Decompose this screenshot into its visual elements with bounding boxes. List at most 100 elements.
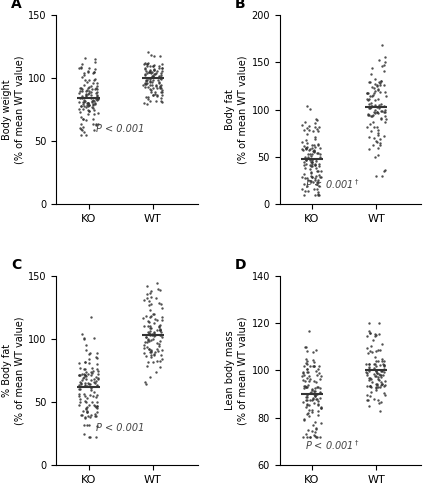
Point — [79, 116, 86, 124]
Point — [304, 176, 311, 184]
Point — [158, 332, 165, 340]
Point — [84, 408, 91, 416]
Point — [85, 84, 92, 92]
Point — [153, 294, 160, 302]
Point — [366, 347, 373, 355]
Point — [317, 388, 324, 396]
Point — [301, 174, 308, 182]
Point — [302, 144, 309, 152]
Point — [157, 326, 164, 334]
Point — [373, 80, 380, 88]
Point — [148, 350, 155, 358]
Point — [89, 69, 96, 77]
Point — [368, 64, 375, 72]
Point — [299, 120, 306, 128]
Point — [378, 108, 385, 116]
Point — [85, 350, 92, 358]
Point — [143, 312, 150, 320]
Point — [85, 99, 92, 107]
Point — [144, 358, 151, 366]
Point — [87, 386, 94, 394]
Point — [81, 358, 88, 366]
Point — [308, 172, 315, 180]
Point — [310, 362, 317, 370]
Point — [315, 401, 322, 409]
Point — [81, 72, 88, 80]
Point — [307, 362, 314, 370]
Point — [312, 176, 319, 184]
Point — [85, 108, 92, 116]
Point — [371, 396, 378, 404]
Point — [157, 82, 164, 90]
Point — [81, 334, 88, 342]
Point — [301, 416, 308, 424]
Point — [313, 125, 320, 133]
Point — [94, 88, 101, 96]
Point — [377, 100, 384, 108]
Point — [82, 130, 89, 138]
Point — [367, 382, 374, 390]
Point — [89, 102, 96, 110]
Point — [315, 190, 322, 198]
Point — [158, 313, 165, 321]
Point — [149, 358, 156, 366]
Point — [365, 362, 372, 370]
Point — [365, 145, 372, 153]
Point — [303, 174, 310, 182]
Point — [157, 88, 164, 96]
Point — [303, 393, 310, 401]
Point — [317, 384, 324, 392]
Point — [81, 414, 88, 422]
Point — [148, 330, 155, 338]
Point — [303, 347, 310, 355]
Point — [305, 368, 312, 376]
Point — [155, 78, 162, 86]
Point — [368, 83, 375, 91]
Point — [148, 336, 155, 344]
Point — [380, 167, 387, 175]
Point — [316, 369, 322, 377]
Point — [376, 142, 383, 150]
Point — [311, 387, 318, 395]
Point — [87, 92, 94, 100]
Point — [148, 348, 155, 356]
Point — [147, 290, 154, 298]
Point — [92, 403, 99, 411]
Point — [147, 96, 154, 104]
Point — [147, 327, 154, 335]
Point — [147, 50, 154, 58]
Point — [382, 53, 389, 61]
Point — [157, 84, 164, 92]
Point — [82, 358, 89, 366]
Point — [312, 135, 319, 143]
Point — [153, 326, 160, 334]
Point — [88, 372, 95, 380]
Point — [149, 78, 156, 86]
Point — [76, 94, 83, 102]
Point — [77, 125, 84, 133]
Point — [156, 74, 163, 82]
Point — [81, 382, 88, 390]
Point — [364, 382, 371, 390]
Point — [153, 84, 160, 92]
Point — [376, 56, 383, 64]
Point — [299, 372, 306, 380]
Point — [149, 90, 156, 98]
Y-axis label: % Body fat
(% of mean WT value): % Body fat (% of mean WT value) — [2, 316, 24, 424]
Point — [145, 316, 151, 324]
Point — [367, 102, 374, 110]
Point — [82, 346, 89, 354]
Point — [306, 388, 313, 396]
Point — [313, 185, 320, 193]
Point — [142, 380, 149, 388]
Point — [316, 123, 323, 131]
Point — [84, 394, 91, 402]
Point — [364, 392, 371, 400]
Point — [312, 391, 319, 399]
Point — [373, 331, 380, 339]
Point — [92, 412, 99, 420]
Point — [151, 52, 158, 60]
Point — [81, 76, 88, 84]
Point — [149, 68, 156, 76]
Point — [303, 156, 310, 164]
